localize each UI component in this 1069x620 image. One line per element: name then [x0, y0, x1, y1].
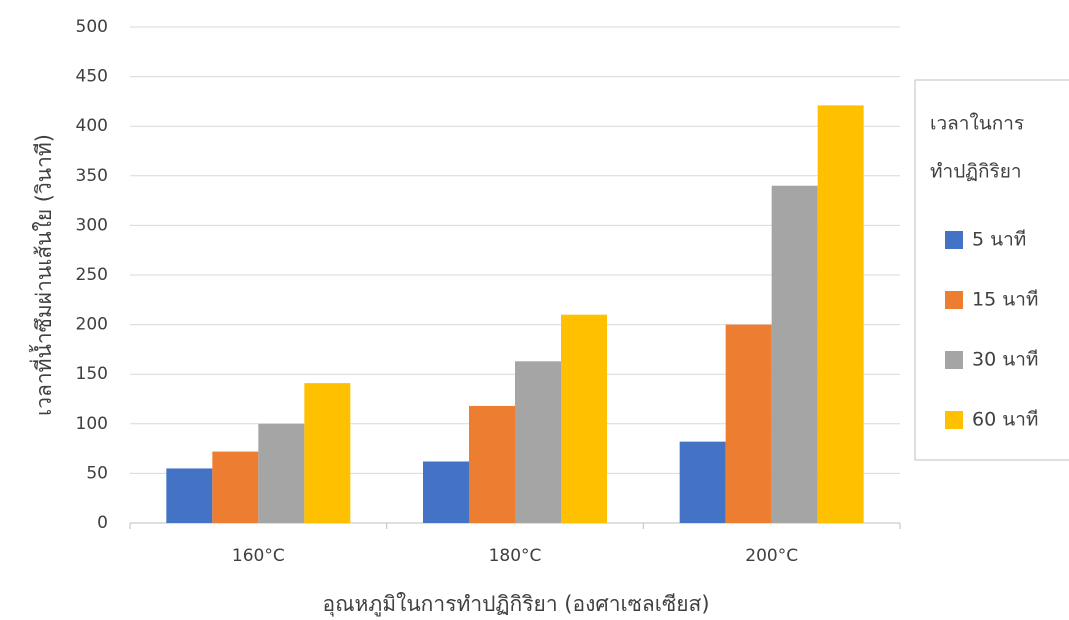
bar [726, 325, 772, 523]
legend-swatch [945, 291, 963, 309]
bar [258, 424, 304, 523]
y-tick-label: 250 [76, 265, 108, 285]
bar [818, 105, 864, 523]
chart: เวลาที่น้ำซึมผ่านเส้นใย (วินาที) อุณหภูม… [0, 0, 1069, 620]
y-tick-label: 200 [76, 315, 108, 335]
bar [772, 186, 818, 523]
y-tick-label: 450 [76, 67, 108, 87]
y-tick-label: 300 [76, 215, 108, 235]
legend-label: 5 นาที [972, 229, 1026, 251]
legend-swatch [945, 411, 963, 429]
bar [304, 383, 350, 523]
y-tick-label: 100 [76, 414, 108, 434]
legend-swatch [945, 351, 963, 369]
x-tick-label: 180°C [489, 546, 542, 566]
bar [469, 406, 515, 523]
bar [680, 442, 726, 523]
y-tick-label: 400 [76, 116, 108, 136]
bar [515, 361, 561, 523]
x-tick-label: 200°C [745, 546, 798, 566]
y-tick-label: 150 [76, 364, 108, 384]
bar [212, 452, 258, 523]
legend-box [915, 80, 1069, 460]
legend-title: เวลาในการ [930, 113, 1024, 135]
y-axis-label: เวลาที่น้ำซึมผ่านเส้นใย (วินาที) [29, 134, 56, 416]
y-tick-label: 500 [76, 17, 108, 37]
legend-label: 60 นาที [972, 409, 1038, 431]
legend-label: 30 นาที [972, 349, 1038, 371]
x-tick-label: 160°C [232, 546, 285, 566]
x-axis-label: อุณหภูมิในการทำปฏิกิริยา (องศาเซลเซียส) [322, 592, 709, 617]
legend-label: 15 นาที [972, 289, 1038, 311]
y-tick-label: 350 [76, 166, 108, 186]
legend-title: ทำปฏิกิริยา [930, 161, 1022, 183]
legend-swatch [945, 231, 963, 249]
bar [166, 468, 212, 523]
y-tick-label: 0 [97, 513, 108, 533]
bar [561, 315, 607, 523]
bar [423, 461, 469, 523]
y-tick-label: 50 [86, 463, 108, 483]
